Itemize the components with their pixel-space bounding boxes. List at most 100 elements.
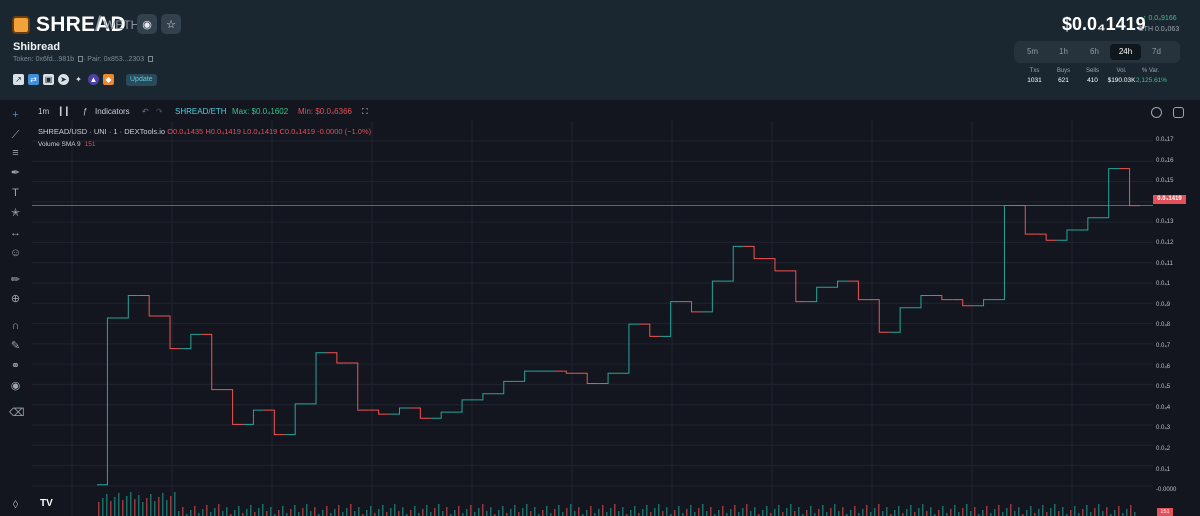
settings-icon[interactable] bbox=[1151, 107, 1162, 118]
price-axis[interactable]: 0.0₄170.0₄160.0₄150.0₄140.0₄130.0₄120.0₄… bbox=[1153, 121, 1200, 516]
volume-bar bbox=[858, 513, 860, 516]
text-icon[interactable]: T bbox=[12, 187, 19, 199]
indicators-icon[interactable]: ƒ bbox=[83, 107, 88, 116]
volume-bar bbox=[286, 513, 288, 516]
volume-bar bbox=[190, 510, 192, 516]
ruler-icon[interactable]: ✏ bbox=[10, 274, 21, 286]
volume-bar bbox=[322, 510, 324, 516]
brush-icon[interactable]: ✒ bbox=[10, 167, 21, 179]
tab-24h[interactable]: 24h bbox=[1110, 44, 1141, 60]
volume-bar bbox=[1046, 512, 1048, 516]
volume-bar bbox=[798, 507, 800, 516]
price-segment bbox=[326, 352, 348, 364]
volume-bar bbox=[770, 513, 772, 516]
share-icon[interactable]: ↗ bbox=[13, 74, 24, 85]
volume-bar bbox=[1122, 513, 1124, 516]
copy-icon[interactable] bbox=[78, 56, 84, 63]
volume-bar bbox=[234, 510, 236, 516]
camera-icon[interactable] bbox=[1173, 107, 1184, 118]
volume-bar bbox=[866, 505, 868, 516]
price-segment bbox=[1077, 217, 1099, 231]
price-segment bbox=[1056, 229, 1078, 241]
volume-bar bbox=[814, 513, 816, 516]
metamask-icon[interactable]: ◆ bbox=[103, 74, 114, 85]
volume-bar bbox=[1130, 505, 1132, 516]
twitter-icon[interactable]: ✦ bbox=[75, 75, 82, 84]
tab-6h[interactable]: 6h bbox=[1090, 47, 1099, 56]
swap-icon[interactable]: ⇄ bbox=[28, 74, 39, 85]
price-segment bbox=[180, 333, 202, 350]
fib-lines-icon[interactable]: ≡ bbox=[12, 147, 19, 159]
volume-bar bbox=[342, 512, 344, 516]
indicators-button[interactable]: Indicators bbox=[95, 107, 130, 116]
price-segment bbox=[389, 407, 410, 415]
y-tick-label: 0.0₄2 bbox=[1156, 446, 1171, 452]
last-price-tag: 0.0₄1419 bbox=[1153, 195, 1186, 204]
star-icon[interactable]: ☆ bbox=[161, 14, 181, 34]
volume-bar bbox=[510, 509, 512, 516]
dextools-icon[interactable]: ▲ bbox=[88, 74, 99, 85]
trend-line-icon[interactable]: ⟋ bbox=[11, 129, 20, 141]
emoji-icon[interactable]: ☺ bbox=[9, 247, 22, 259]
volume-legend: Volume SMA 9 151 bbox=[38, 141, 96, 148]
zoom-in-icon[interactable]: ⊕ bbox=[10, 293, 21, 305]
interval-button[interactable]: 1m bbox=[38, 107, 50, 116]
website-icon[interactable]: ▣ bbox=[43, 74, 54, 85]
copy-icon[interactable] bbox=[148, 56, 154, 63]
token-address: Token: 0x6fd...981b bbox=[13, 56, 84, 63]
volume-bar bbox=[670, 514, 672, 516]
fullscreen-icon[interactable]: ⛶ bbox=[362, 107, 368, 116]
price-segment bbox=[117, 294, 139, 319]
drawing-toolbar: + ⟋ ≡ ✒ T ✭ ↔ ☺ ✏ ⊕ ∩ ✎ ⚭ ◉ ⌫ ◊ bbox=[0, 104, 32, 516]
volume-bar bbox=[822, 505, 824, 516]
volume-bar bbox=[1054, 504, 1056, 516]
stat-variation: % Var. 2,125.61% bbox=[1136, 68, 1168, 84]
price-segment bbox=[201, 333, 223, 391]
lock-icon[interactable]: ⚭ bbox=[10, 360, 21, 372]
projection-icon[interactable]: ↔ bbox=[10, 227, 21, 239]
volume-bar bbox=[802, 514, 804, 516]
volume-bar bbox=[666, 507, 668, 516]
eye-icon[interactable]: ◉ bbox=[10, 380, 21, 392]
pattern-icon[interactable]: ✭ bbox=[10, 207, 21, 219]
tab-5m[interactable]: 5m bbox=[1026, 47, 1039, 56]
telegram-icon[interactable]: ➤ bbox=[58, 74, 69, 85]
volume-bar bbox=[98, 502, 100, 516]
volume-bar bbox=[226, 507, 228, 516]
y-tick-label: 0.0₄5 bbox=[1156, 384, 1171, 391]
price-chart[interactable] bbox=[32, 121, 1173, 516]
volume-bar bbox=[118, 493, 120, 516]
volume-bar bbox=[654, 508, 656, 516]
tab-1h[interactable]: 1h bbox=[1059, 47, 1068, 56]
volume-bar bbox=[238, 506, 240, 516]
pencil-lock-icon[interactable]: ✎ bbox=[10, 340, 21, 352]
volume-bar bbox=[278, 510, 280, 516]
pair-toggle[interactable]: SHREAD/ETH bbox=[175, 107, 227, 116]
volume-bar bbox=[598, 509, 600, 516]
magnet-icon[interactable]: ∩ bbox=[11, 320, 20, 332]
volume-bar bbox=[978, 514, 980, 516]
price-segment bbox=[743, 245, 765, 260]
trash-icon[interactable]: ⌫ bbox=[9, 407, 25, 419]
volume-bar bbox=[966, 504, 968, 516]
volume-bar bbox=[1014, 511, 1016, 516]
volume-bar bbox=[534, 507, 536, 516]
tab-7d[interactable]: 7d bbox=[1152, 47, 1161, 56]
update-button[interactable]: Update bbox=[126, 74, 157, 86]
binoculars-icon[interactable]: ◉ bbox=[137, 14, 157, 34]
volume-bar bbox=[630, 510, 632, 516]
volume-bar bbox=[934, 514, 936, 516]
chart-canvas[interactable] bbox=[32, 121, 1173, 516]
volume-bar bbox=[542, 510, 544, 516]
volume-bar bbox=[374, 513, 376, 516]
volume-bar bbox=[434, 508, 436, 516]
price-segment bbox=[430, 411, 452, 419]
layers-icon[interactable]: ◊ bbox=[12, 499, 19, 511]
undo-icon[interactable]: ↶ bbox=[142, 107, 149, 116]
volume-bar bbox=[478, 508, 480, 516]
price-segment bbox=[409, 407, 431, 419]
redo-icon[interactable]: ↷ bbox=[156, 107, 163, 116]
candle-type-icon[interactable]: ▎▎ bbox=[60, 107, 73, 116]
price-segment bbox=[555, 370, 577, 374]
crosshair-icon[interactable]: + bbox=[12, 109, 19, 121]
